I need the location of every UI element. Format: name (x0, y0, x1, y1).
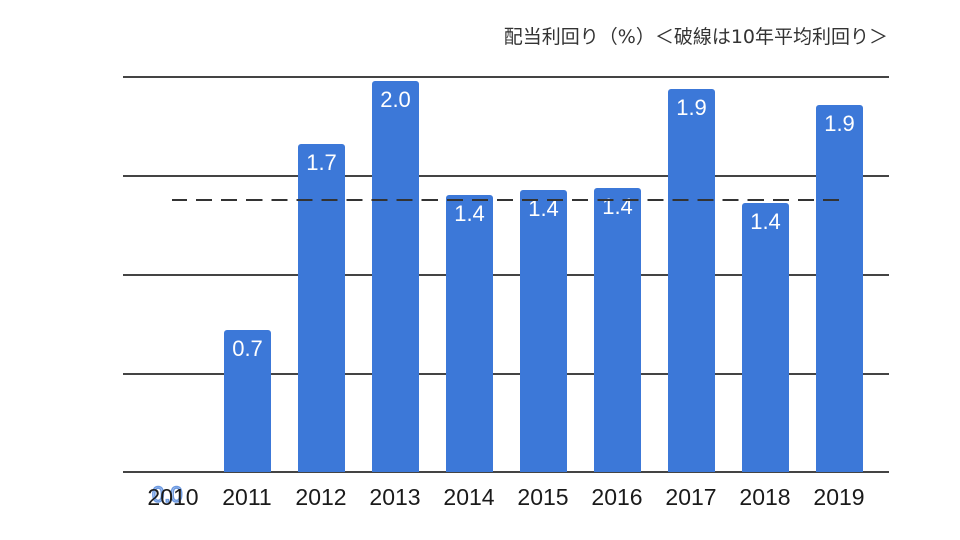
x-label-2016: 2016 (591, 484, 643, 510)
x-label-2014: 2014 (443, 484, 495, 510)
x-label-2018: 2018 (739, 484, 791, 510)
bar-2019: 1.9 (816, 105, 863, 472)
ten-year-average-dashed-line (172, 199, 842, 201)
x-label-2017: 2017 (665, 484, 717, 510)
x-label-2012: 2012 (295, 484, 347, 510)
bar-label-2010: 0.0 (151, 481, 183, 508)
bar-label-2013: 2.0 (380, 87, 411, 112)
bar-2011: 0.7 (224, 330, 271, 472)
x-label-2010: 2010 (147, 484, 199, 510)
bar-2016: 1.4 (594, 188, 641, 472)
chart-title: 配当利回り（%）＜破線は10年平均利回り＞ (503, 26, 888, 48)
gridline-1-5 (123, 175, 889, 177)
gridline-2-0 (123, 76, 889, 78)
bar-label-2012: 1.7 (306, 150, 337, 175)
bar-label-2014: 1.4 (454, 201, 485, 226)
bar-label-2017: 1.9 (676, 95, 707, 120)
bar-2018: 1.4 (742, 203, 789, 472)
x-label-2011: 2011 (222, 484, 272, 510)
bar-2012: 1.7 (298, 144, 345, 472)
gridline-0-5 (123, 373, 889, 375)
baseline (123, 471, 889, 473)
bar-2017: 1.9 (668, 89, 715, 472)
bar-2014: 1.4 (446, 195, 493, 472)
bar-2013: 2.0 (372, 81, 419, 472)
bar-label-2011: 0.7 (232, 336, 263, 361)
x-label-2013: 2013 (369, 484, 421, 510)
bar-label-2016: 1.4 (602, 194, 633, 219)
bar-2015: 1.4 (520, 190, 567, 472)
x-label-2019: 2019 (813, 484, 865, 510)
gridline-1-0 (123, 274, 889, 276)
x-label-2015: 2015 (517, 484, 569, 510)
bar-label-2018: 1.4 (750, 209, 781, 234)
bar-label-2019: 1.9 (824, 111, 855, 136)
